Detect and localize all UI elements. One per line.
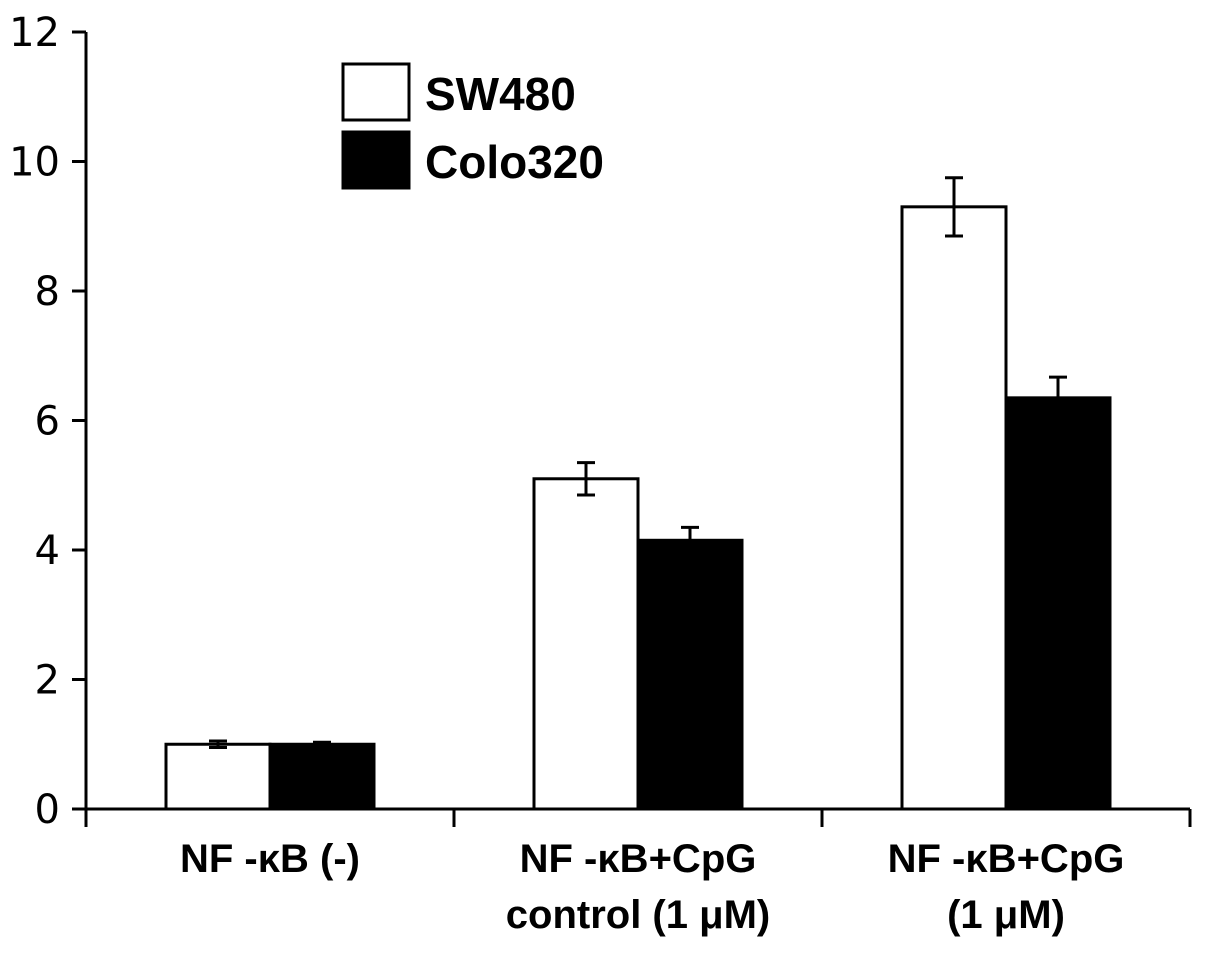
category-label: NF -κB+CpG: [888, 837, 1125, 881]
y-tick-label: 0: [35, 787, 60, 833]
chart-error-bars: [209, 176, 1067, 749]
category-label: NF -κB+CpG: [520, 837, 757, 881]
bar-colo320-0: [268, 742, 376, 811]
y-tick-label: 8: [35, 269, 60, 315]
y-tick-label: 6: [35, 399, 60, 445]
category-label: NF -κB (-): [180, 837, 360, 881]
y-tick-label: 4: [35, 528, 60, 574]
chart-tick-labels: 0 2 4 6 8 10 12: [9, 10, 60, 833]
bar-colo320-1: [636, 538, 744, 811]
chart-bars: [164, 205, 1112, 811]
chart-legend: SW480 Colo320: [341, 62, 604, 190]
bar-sw480-1: [532, 477, 640, 811]
chart-category-labels: NF -κB (-) NF -κB+CpG control (1 μM) NF -κB…: [180, 837, 1124, 937]
bar-sw480-2: [900, 205, 1008, 811]
category-label: control (1 μM): [506, 893, 770, 937]
legend-label-colo320: Colo320: [425, 136, 604, 188]
legend-label-sw480: SW480: [425, 68, 576, 120]
y-tick-label: 10: [9, 140, 60, 186]
legend-swatch-colo320: [341, 130, 411, 190]
legend-swatch-sw480: [341, 62, 411, 122]
bar-colo320-2: [1004, 396, 1112, 811]
y-tick-label: 12: [9, 10, 60, 56]
y-tick-label: 2: [35, 658, 60, 704]
category-label: (1 μM): [947, 893, 1065, 937]
bar-sw480-0: [164, 742, 272, 811]
